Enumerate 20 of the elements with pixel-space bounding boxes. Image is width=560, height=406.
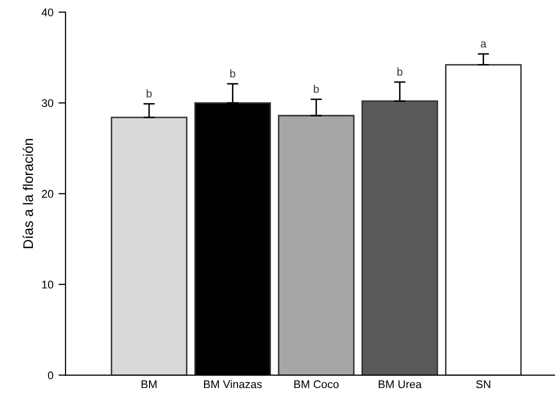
y-tick-label: 0 xyxy=(48,371,54,380)
bar xyxy=(278,114,355,376)
y-tick-label: 20 xyxy=(42,190,54,198)
annotation: b xyxy=(397,68,402,76)
x-tick-label: BM Vinazas xyxy=(204,380,262,388)
annotation: a xyxy=(480,41,486,48)
x-tick-label: SN xyxy=(476,380,490,388)
y-tick-label: 10 xyxy=(42,280,54,289)
y-tick-label: 30 xyxy=(42,99,54,108)
x-tick-label: BM Coco xyxy=(294,380,339,388)
y-axis-title: Días a la floración xyxy=(22,138,34,248)
annotation: b xyxy=(146,89,152,98)
x-tick-label: BM Urea xyxy=(378,380,422,388)
bar xyxy=(445,64,522,376)
bar xyxy=(110,116,188,376)
annotation: b xyxy=(314,84,319,93)
y-tick-label: 40 xyxy=(42,8,54,16)
bar xyxy=(361,100,438,376)
x-tick-label: BM xyxy=(142,380,157,388)
annotation: b xyxy=(230,69,236,78)
